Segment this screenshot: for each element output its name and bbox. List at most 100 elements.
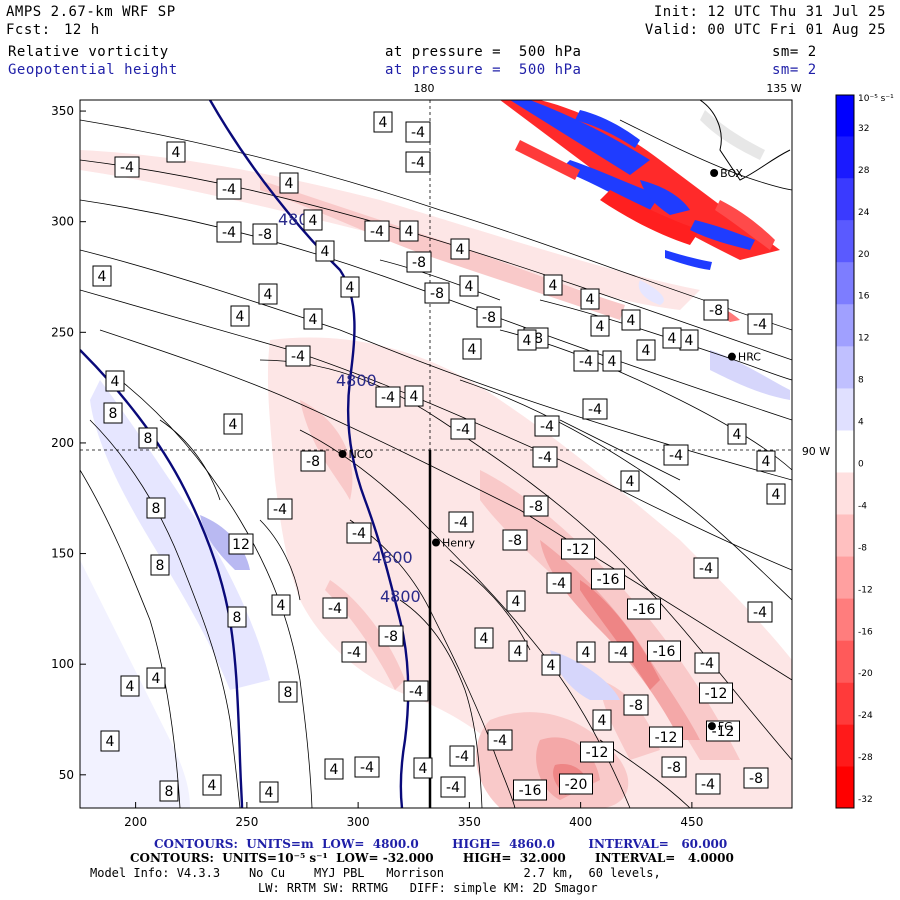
height-contour-label: 4800 [372,548,413,567]
vorticity-contour-label: 4 [602,350,622,372]
vorticity-contour-label: 4 [399,220,419,242]
vorticity-contour-label: 4 [413,757,433,779]
svg-text:4: 4 [465,279,474,295]
vorticity-region-negative [580,580,660,690]
svg-text:4: 4 [236,309,245,325]
vorticity-band-negative [260,180,625,320]
svg-text:-12: -12 [712,724,735,740]
vorticity-contour-label: 4 [508,640,528,662]
vorticity-contour-label: 4 [592,709,612,731]
svg-text:-8: -8 [430,286,444,302]
colorbar-tick-label: 24 [858,208,870,218]
colorbar-tick-label: 0 [858,460,864,470]
svg-text:-8: -8 [667,760,681,776]
svg-text:4: 4 [523,333,532,349]
vorticity-contour-label: 4 [517,329,537,351]
vorticity-contour-label: 4 [580,288,600,310]
vorticity-contour-label: -16 [647,640,681,662]
meridian-label-180: 180 [414,82,435,95]
vorticity-contour-label: 4 [146,667,166,689]
vorticity-contour-label: -8 [424,282,450,304]
svg-text:-4: -4 [455,749,469,765]
vorticity-contour-label: 4 [636,339,656,361]
station-marker: Henry [432,537,476,550]
y-tick-label: 100 [51,657,74,671]
field1-name: Relative vorticity [8,44,169,60]
vorticity-contour-label: -4 [747,313,773,335]
colorbar-swatch [836,724,854,767]
svg-text:-12: -12 [586,745,609,761]
colorbar-frame [835,94,855,809]
height-contour-label: 4800 [380,587,421,606]
colorbar-swatch [836,346,854,389]
y-tick-label: 150 [51,547,74,561]
model-title: AMPS 2.67-km WRF SP [6,4,176,20]
svg-text:4: 4 [586,292,595,308]
svg-text:4: 4 [379,115,388,131]
vorticity-contour-label: -4 [216,221,242,243]
vorticity-contour-label: -4 [582,398,608,420]
vorticity-region-positive [710,350,790,400]
vorticity-contour-label: -8 [661,756,687,778]
vorticity-contour-label: -4 [546,572,572,594]
vorticity-contour-label: -4 [695,773,721,795]
svg-text:4: 4 [98,269,107,285]
svg-text:-4: -4 [579,354,593,370]
height-labels: 4800 4800 4800 4800 [278,210,421,606]
vorticity-contour-label: -8 [378,625,404,647]
station-marker: FG [707,720,733,733]
svg-text:4: 4 [685,333,694,349]
meridian-label-135w: 135 W [766,82,801,95]
colorbar-tick-label: 4 [858,418,864,428]
vorticity-contour-label: 12 [228,533,254,555]
field2-level: at pressure = 500 hPa [385,62,582,78]
colorbar-tick-label: -16 [858,627,873,637]
colorbar-swatch [836,514,854,557]
vorticity-contour-label: -4 [449,745,475,767]
plot-frame [79,99,793,809]
stations: NCO Henry HRC BOX FG [338,167,761,733]
vorticity-contour-label: 4 [271,594,291,616]
svg-text:4: 4 [627,313,636,329]
vorticity-contour-label: 4 [166,141,186,163]
y-tick-label: 300 [51,215,74,229]
vorticity-contour-label: 4 [315,240,335,262]
vorticity-contour-label: 4 [766,483,786,505]
y-tick-label: 50 [59,768,74,782]
vorticity-contour-label: -4 [267,498,293,520]
station-label: HRC [738,351,761,364]
vorticity-contour-label: -4 [322,597,348,619]
vorticity-labels: -44-44-4-844-4-4-44-84-84-844-844444-4-8… [92,111,786,803]
svg-text:4: 4 [309,312,318,328]
forecast-value: 12 h [64,22,100,38]
vorticity-contour-label: 4 [202,774,222,796]
vorticity-contour-label: 8 [146,497,166,519]
vorticity-contour-label: -4 [341,641,367,663]
station-dot [432,538,440,547]
vorticity-contour-label: 8 [278,681,298,703]
vorticity-contours [80,119,792,808]
colorbar-swatch [836,178,854,221]
svg-text:-16: -16 [633,602,656,618]
vorticity-contour-label: -4 [364,220,390,242]
vorticity-contour-label: 4 [404,385,424,407]
colorbar-tick-label: -4 [858,501,867,511]
x-tick-label: 200 [124,815,147,829]
svg-text:4: 4 [152,671,161,687]
svg-text:-8: -8 [482,310,496,326]
svg-text:4: 4 [480,631,489,647]
svg-text:-4: -4 [538,450,552,466]
vorticity-contour-label: -8 [300,450,326,472]
svg-text:4: 4 [456,242,465,258]
svg-text:-8: -8 [258,227,272,243]
vorticity-contour-label: -4 [375,386,401,408]
colorbar-swatch [836,388,854,431]
vorticity-region-positive [200,515,250,570]
colorbar-tick-label: -8 [858,543,867,553]
forecast-label: Fcst: [6,22,51,38]
colorbar-swatch [836,682,854,725]
svg-text:8: 8 [165,784,174,800]
vorticity-contour-label: -8 [502,529,528,551]
svg-text:-4: -4 [381,390,395,406]
